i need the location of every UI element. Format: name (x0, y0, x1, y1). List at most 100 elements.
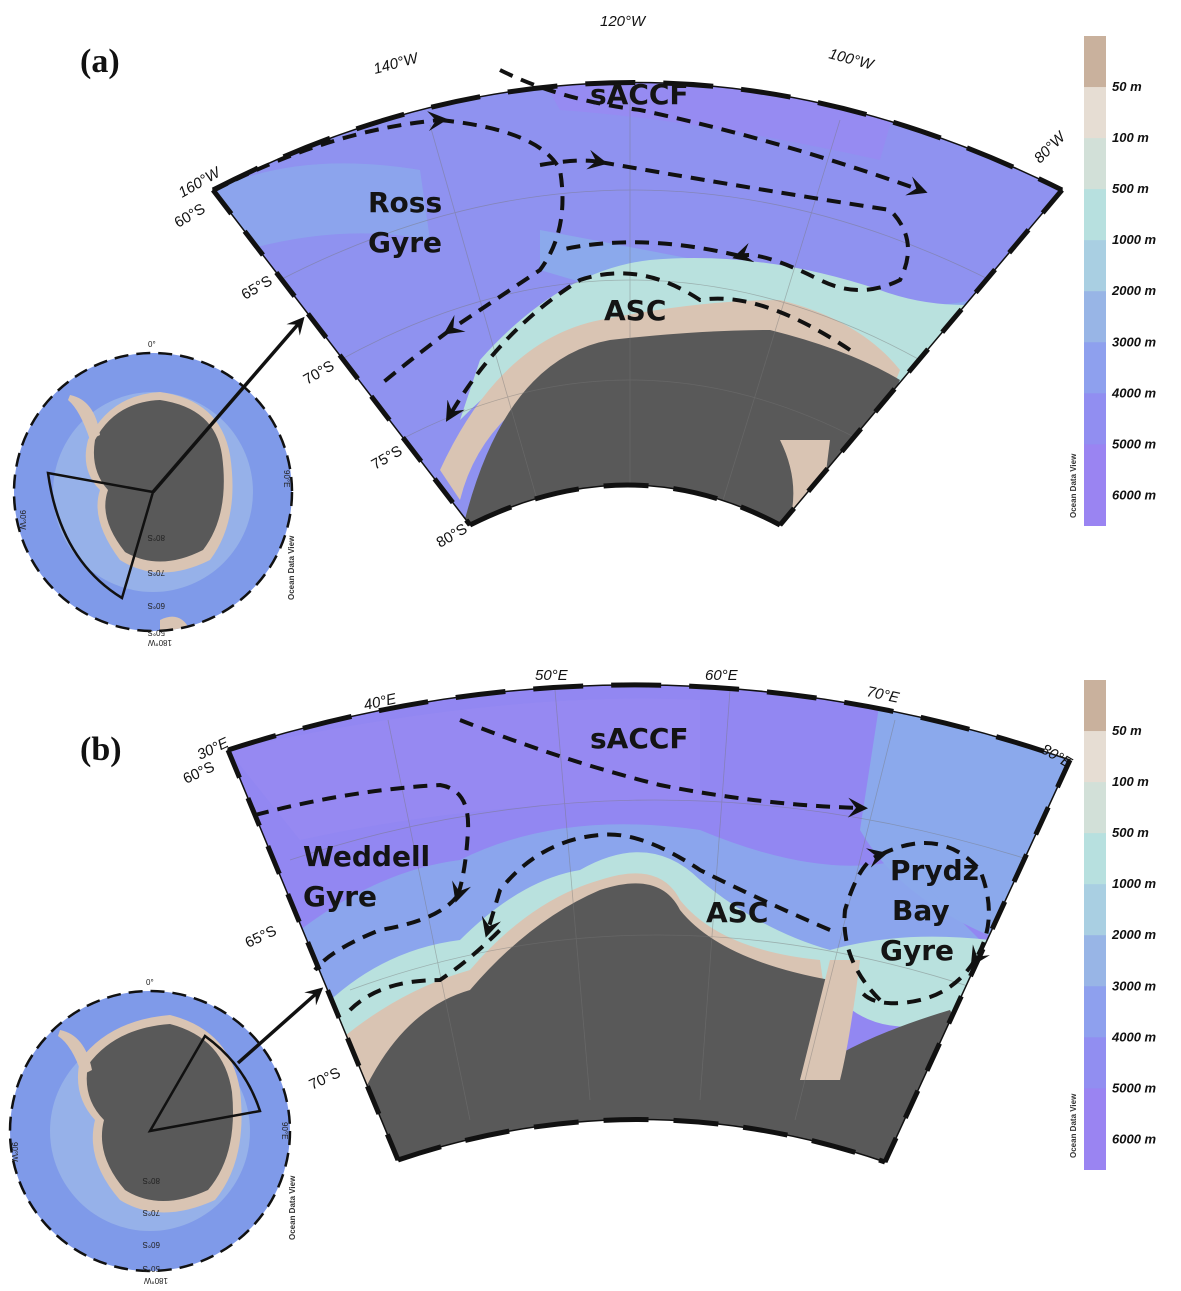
colorbar-b-label: 50 m (1112, 723, 1142, 738)
ross-gyre-east-loop (599, 160, 910, 292)
prydz-gyre-south (858, 958, 977, 1006)
lat-label-b-2: 70°S (307, 1064, 344, 1093)
lat-label-a-3: 75°S (369, 442, 406, 473)
colorbar-a-swatch (1084, 291, 1106, 343)
weddell-gyre-label-1: Weddell (303, 840, 430, 873)
prydz-label-2: Bay (892, 894, 950, 927)
inset-a-lab-2: 90°E (282, 470, 291, 487)
inset-b-credit: Ocean Data View (288, 1175, 297, 1240)
colorbar-a-swatch (1084, 240, 1106, 292)
colorbar-b-label: 500 m (1112, 825, 1149, 840)
inset-globe-a: 0° 90°W 90°E 80°S 70°S 60°S 50°S 180°W O… (12, 340, 296, 647)
colorbar-b-swatch (1084, 1037, 1106, 1089)
prydz-gyre-west (842, 848, 888, 1002)
lat-label-a-0: 60°S (172, 200, 209, 231)
inset-b-lab-3: 80°S (143, 1176, 160, 1185)
asc-label-b: ASC (706, 896, 768, 929)
saccf-current-b (459, 718, 868, 818)
lon-label-a-1: 140°W (372, 49, 422, 78)
saccf-label-b: sACCF (590, 722, 689, 755)
colorbar-b-swatch (1084, 1139, 1106, 1170)
prydz-label-1: Prydz (890, 854, 979, 887)
colorbar-b-label: 4000 m (1111, 1029, 1157, 1044)
colorbar-b-swatch (1084, 884, 1106, 936)
colorbar-a-label: 50 m (1112, 79, 1142, 94)
inset-b-lab-2: 90°E (280, 1122, 289, 1139)
colorbar-a-swatch (1084, 138, 1106, 190)
inset-a-lab-5: 60°S (148, 601, 165, 610)
colorbar-b-swatch (1084, 680, 1106, 732)
lat-label-a-2: 70°S (301, 357, 338, 388)
panel-b-map (228, 684, 1070, 1162)
lon-label-b-1: 40°E (362, 690, 398, 714)
panel-b-label: (b) (80, 731, 122, 768)
colorbar-b: 50 m 100 m 500 m 1000 m 2000 m 3000 m 4000 m 50… (1084, 680, 1157, 1170)
panel-a-label: (a) (80, 43, 120, 80)
saccf-current-a (499, 68, 928, 196)
colorbar-a-label: 1000 m (1112, 232, 1157, 247)
colorbar-a-label: 100 m (1112, 130, 1149, 145)
colorbar-b-swatch (1084, 782, 1106, 834)
colorbar-b-label: 100 m (1112, 774, 1149, 789)
colorbar-a-swatch (1084, 495, 1106, 526)
colorbar-b-swatch (1084, 731, 1106, 783)
colorbar-a-label: 3000 m (1112, 334, 1157, 349)
panel-b-frame-top (227, 682, 1071, 763)
inset-b-lab-7: 180°W (143, 1276, 168, 1285)
panel-b-frame-left (225, 749, 401, 1161)
inset-a-lab-0: 0° (148, 340, 156, 349)
asc-current-a (445, 271, 852, 422)
colorbar-b-swatch (1084, 935, 1106, 987)
inset-b-lab-4: 70°S (143, 1208, 160, 1217)
lon-label-b-2: 50°E (535, 667, 569, 684)
lon-label-b-4: 70°E (865, 683, 901, 707)
panel-a: (a) (12, 13, 1070, 647)
colorbar-b-label: 2000 m (1111, 927, 1157, 942)
lon-label-a-3: 100°W (827, 45, 877, 74)
colorbar-a-label: 5000 m (1112, 436, 1157, 451)
colorbar-a: 50 m 100 m 500 m 1000 m 2000 m 3000 m 4000 m 50… (1084, 36, 1157, 526)
panel-a-frame-right (778, 188, 1064, 527)
colorbar-a-swatch (1084, 189, 1106, 241)
panel-b-frame-bottom (397, 1117, 886, 1165)
colorbar-a-label: 500 m (1112, 181, 1149, 196)
saccf-label-a: sACCF (590, 78, 689, 111)
colorbar-b-swatch (1084, 986, 1106, 1038)
panel-b-currents (254, 718, 991, 1012)
ross-gyre-return (559, 240, 741, 258)
weddell-gyre-loop (254, 782, 472, 903)
lat-label-a-4: 80°S (434, 520, 471, 551)
lon-label-a-2: 120°W (600, 13, 647, 30)
colorbar-a-swatch (1084, 87, 1106, 139)
panel-b: (b) (8, 667, 1076, 1285)
colorbar-b-swatch (1084, 1088, 1106, 1140)
colorbar-b-label: 5000 m (1112, 1080, 1157, 1095)
panel-a-currents (214, 68, 928, 422)
inset-globe-b: 0° 90°W 90°E 80°S 70°S 60°S 50°S 180°W O… (8, 978, 297, 1285)
lon-label-a-4: 80°W (1031, 127, 1070, 166)
inset-a-pointer-arrow (151, 316, 305, 494)
colorbar-b-label: 1000 m (1112, 876, 1157, 891)
ross-gyre-branch (539, 149, 608, 170)
prydz-label-3: Gyre (880, 934, 954, 967)
lat-label-b-0: 60°S (181, 758, 218, 787)
inset-b-lab-0: 0° (146, 978, 154, 987)
asc-current-b (481, 832, 831, 938)
colorbar-a-swatch (1084, 393, 1106, 445)
ross-gyre-west (378, 328, 452, 387)
inset-b-pointer-arrow (236, 987, 324, 1065)
asc-label-a: ASC (604, 294, 666, 327)
panel-a-frame-bottom (468, 482, 782, 528)
colorbar-a-swatch (1084, 444, 1106, 496)
weddell-gyre-west (313, 893, 460, 972)
inset-a-lab-1: 90°W (18, 510, 27, 530)
lon-label-b-3: 60°E (705, 667, 739, 684)
lat-label-a-1: 65°S (239, 272, 276, 303)
colorbar-b-label: 6000 m (1112, 1131, 1157, 1146)
colorbar-a-label: 2000 m (1111, 283, 1157, 298)
prydz-gyre-east (879, 841, 991, 967)
ross-gyre-label-1: Ross (368, 186, 442, 219)
colorbar-a-swatch (1084, 342, 1106, 394)
lat-label-b-1: 65°S (243, 922, 280, 951)
